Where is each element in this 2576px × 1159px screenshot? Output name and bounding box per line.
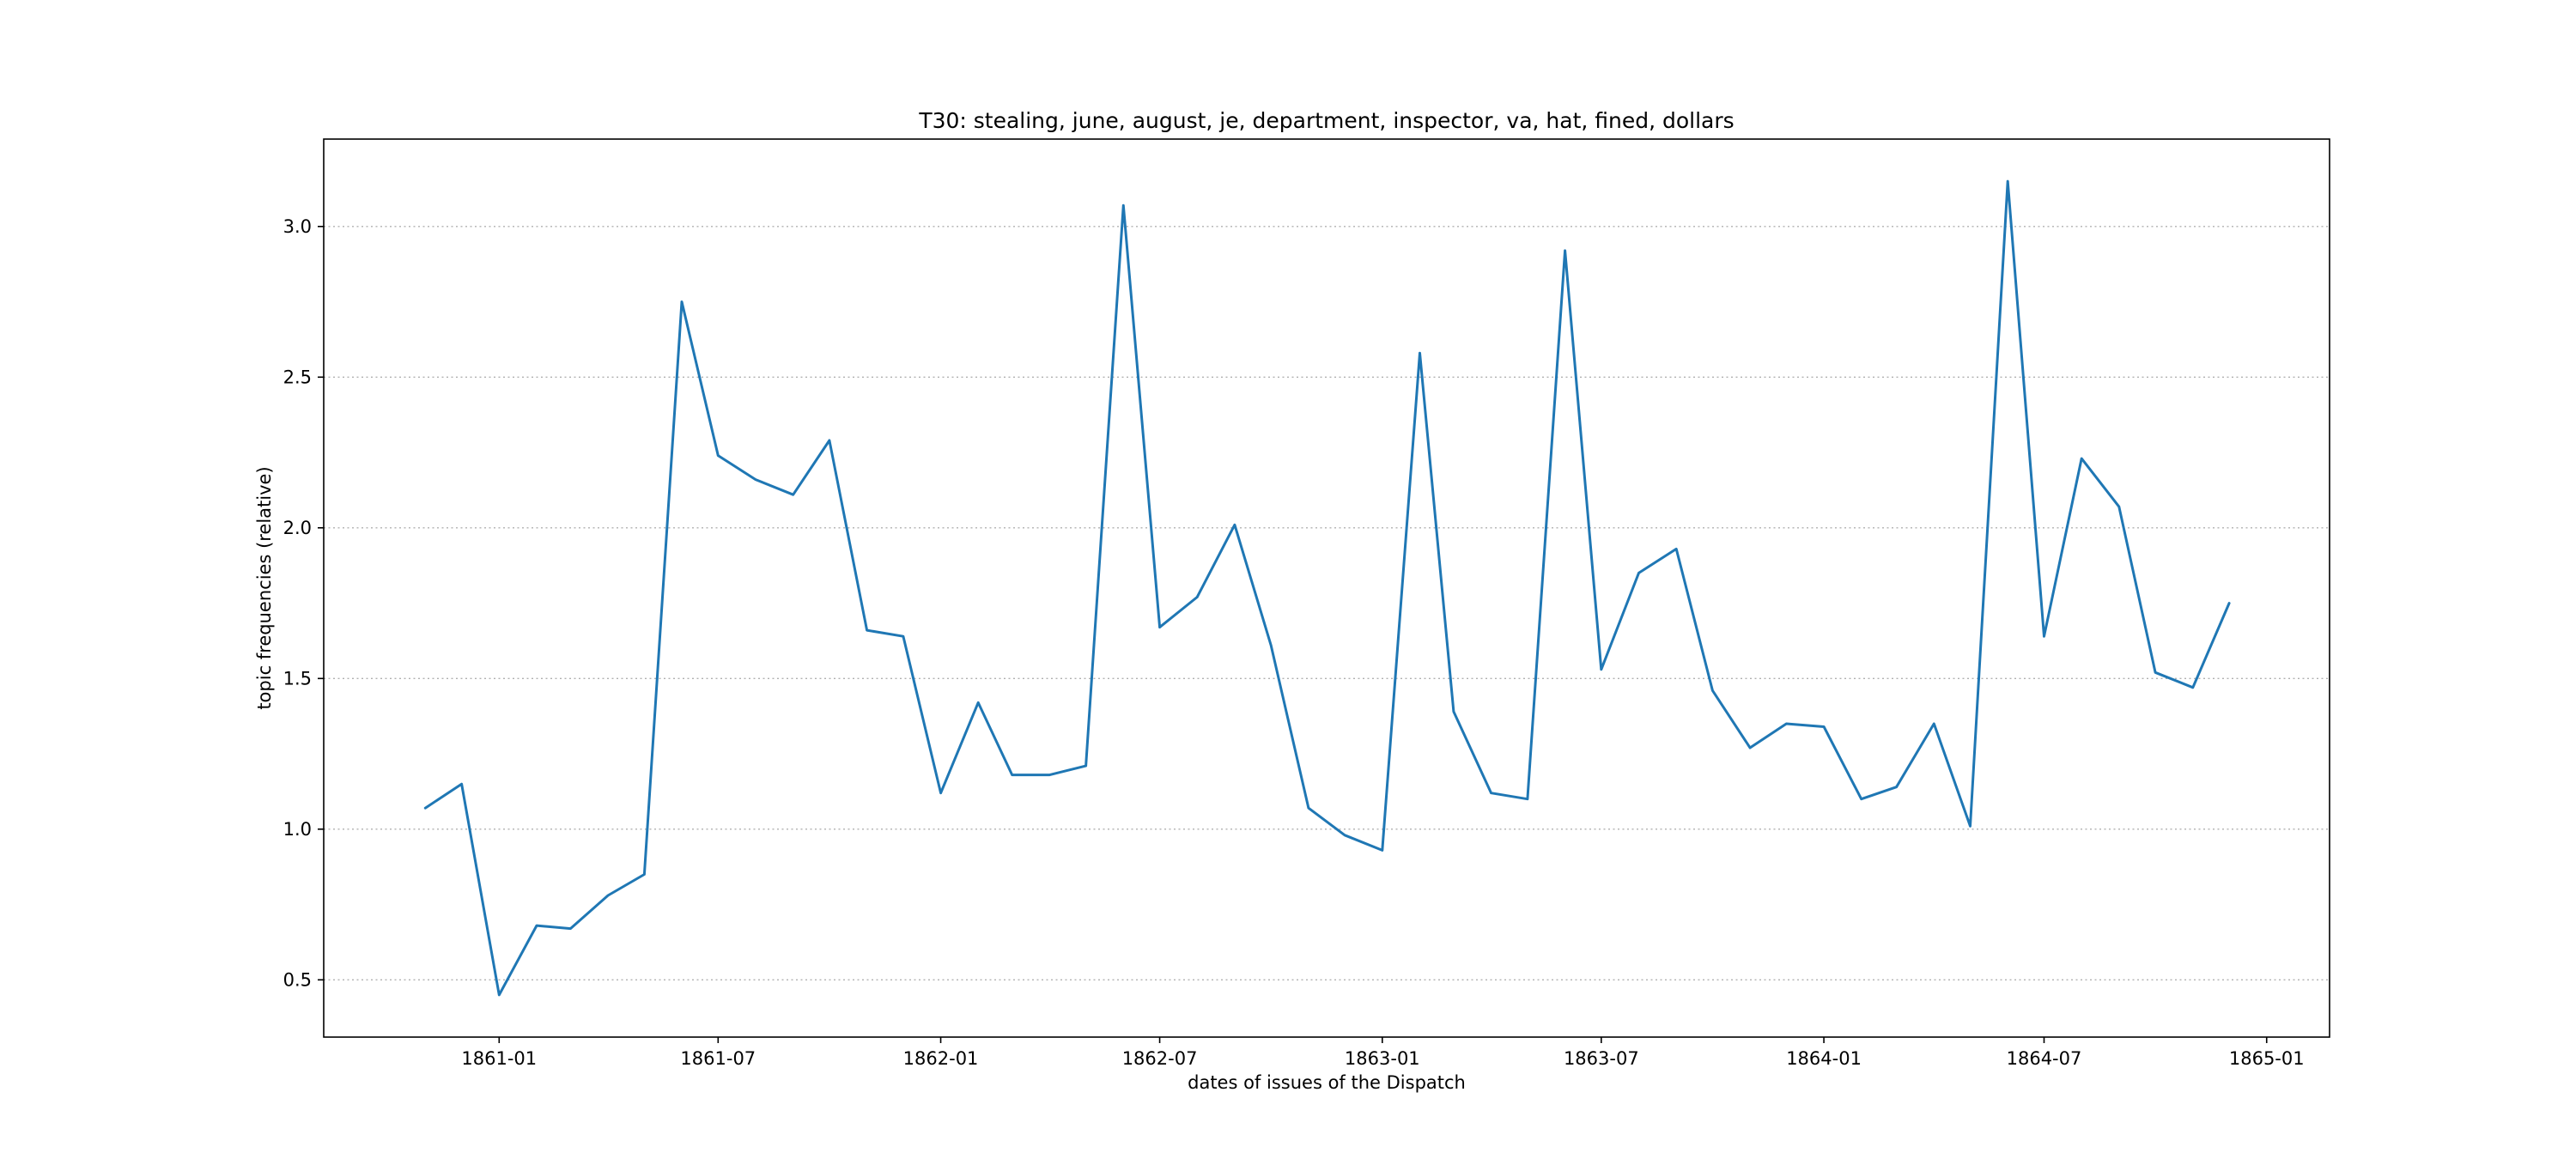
data-point [1157,624,1163,631]
data-point [1967,822,1974,829]
data-point [2116,503,2123,510]
data-point [864,627,871,634]
data-point [1341,832,1348,839]
data-point [1636,569,1643,576]
data-point [1709,687,1716,694]
data-point [1562,247,1569,254]
y-tick-label: 1.5 [283,668,312,689]
data-point [1231,521,1238,528]
x-tick-label: 1865-01 [2229,1048,2305,1069]
data-point [641,871,647,877]
y-axis: 0.5 1.0 1.5 2.0 2.5 3.0 [283,216,324,990]
data-point [1488,790,1495,797]
data-point [1379,846,1386,853]
data-point [2190,684,2196,691]
data-point [714,452,721,459]
plot-frame [323,138,2330,1038]
data-point [790,491,797,498]
chart-title: T30: stealing, june, august, je, departm… [918,108,1734,133]
data-point [605,892,611,899]
x-tick-label: 1863-01 [1345,1048,1420,1069]
x-tick-label: 1863-07 [1564,1048,1639,1069]
series-line [423,179,2231,997]
data-point [2004,178,2011,185]
data-point [1930,720,1937,727]
data-point [567,925,574,932]
data-point [1747,744,1753,751]
data-point [533,922,540,929]
x-tick-label: 1861-01 [461,1048,537,1069]
data-point [1783,720,1789,727]
data-point [2226,600,2233,607]
data-point [1083,762,1090,769]
data-point [2040,633,2047,640]
data-point [2152,669,2159,676]
data-point [2078,455,2085,462]
data-point [1416,349,1423,356]
data-point [1046,772,1053,779]
data-point [752,476,759,483]
data-point [1009,772,1016,779]
x-axis-label: dates of issues of the Dispatch [1188,1072,1466,1093]
data-point [678,299,685,306]
data-point [1267,642,1274,649]
data-point [459,780,465,787]
y-tick-label: 3.0 [283,216,312,237]
data-point [1673,545,1680,552]
data-point [1820,723,1827,730]
data-point [1305,804,1312,811]
data-point [1598,666,1605,673]
y-axis-label: topic frequencies (relative) [254,466,275,709]
x-tick-label: 1862-07 [1122,1048,1198,1069]
data-point [1893,784,1900,791]
data-point [1450,708,1457,715]
data-point [1858,796,1865,803]
data-point [422,804,428,811]
x-tick-label: 1864-07 [2007,1048,2082,1069]
y-tick-label: 2.5 [283,367,312,387]
data-point [938,790,945,797]
y-tick-label: 1.0 [283,819,312,840]
x-tick-label: 1861-07 [680,1048,756,1069]
data-point [1194,594,1200,601]
data-point [1120,202,1127,209]
data-point [900,633,907,640]
data-point [495,992,502,998]
x-tick-label: 1864-01 [1786,1048,1862,1069]
series-layer [422,178,2233,998]
y-gridlines [324,226,2330,980]
y-tick-label: 2.0 [283,518,312,538]
data-point [975,699,981,706]
x-axis: 1861-01 1861-07 1862-01 1862-07 1863-01 1863-… [461,1037,2305,1069]
data-point [1524,796,1531,803]
y-tick-label: 0.5 [283,969,312,990]
x-tick-label: 1862-01 [903,1048,979,1069]
data-point [826,437,833,444]
